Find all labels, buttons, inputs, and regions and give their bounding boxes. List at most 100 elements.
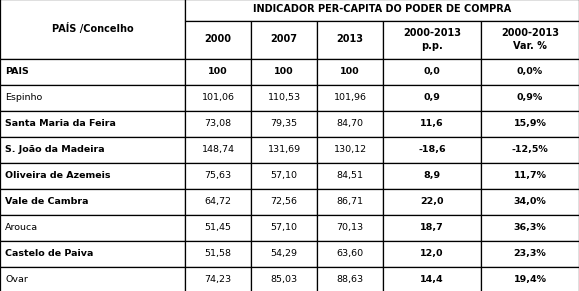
Bar	[481, 189, 579, 214]
Bar	[0, 214, 185, 240]
Text: S. João da Madeira: S. João da Madeira	[5, 145, 105, 154]
Bar	[481, 84, 579, 111]
Text: 23,3%: 23,3%	[514, 249, 547, 258]
Text: 100: 100	[274, 67, 294, 76]
Bar	[0, 84, 185, 111]
Text: 72,56: 72,56	[270, 197, 298, 206]
Text: 84,51: 84,51	[336, 171, 364, 180]
Text: Arouca: Arouca	[5, 223, 38, 232]
Text: Castelo de Paiva: Castelo de Paiva	[5, 249, 93, 258]
Bar	[185, 0, 579, 20]
Bar	[383, 58, 481, 84]
Bar	[481, 136, 579, 162]
Text: 131,69: 131,69	[267, 145, 301, 154]
Text: 34,0%: 34,0%	[514, 197, 547, 206]
Bar	[481, 162, 579, 189]
Bar	[185, 136, 251, 162]
Text: 84,70: 84,70	[336, 119, 364, 128]
Text: 63,60: 63,60	[336, 249, 364, 258]
Text: 101,96: 101,96	[334, 93, 367, 102]
Bar	[185, 189, 251, 214]
Bar	[383, 111, 481, 136]
Bar	[251, 267, 317, 291]
Bar	[383, 136, 481, 162]
Text: 12,0: 12,0	[420, 249, 444, 258]
Bar	[317, 267, 383, 291]
Text: 100: 100	[208, 67, 228, 76]
Text: 19,4%: 19,4%	[514, 275, 547, 284]
Text: 75,63: 75,63	[204, 171, 232, 180]
Bar	[251, 214, 317, 240]
Bar	[251, 84, 317, 111]
Text: INDICADOR PER-CAPITA DO PODER DE COMPRA: INDICADOR PER-CAPITA DO PODER DE COMPRA	[253, 4, 511, 15]
Text: 79,35: 79,35	[270, 119, 298, 128]
Bar	[317, 136, 383, 162]
Bar	[0, 136, 185, 162]
Text: 2000: 2000	[204, 35, 232, 45]
Bar	[185, 58, 251, 84]
Text: Oliveira de Azemeis: Oliveira de Azemeis	[5, 171, 111, 180]
Bar	[0, 189, 185, 214]
Text: 2000-2013
p.p.: 2000-2013 p.p.	[403, 28, 461, 51]
Bar	[317, 214, 383, 240]
Text: 51,45: 51,45	[204, 223, 232, 232]
Text: 101,06: 101,06	[201, 93, 234, 102]
Text: 0,9: 0,9	[424, 93, 441, 102]
Text: 0,0: 0,0	[424, 67, 441, 76]
Text: 85,03: 85,03	[270, 275, 298, 284]
Text: 130,12: 130,12	[334, 145, 367, 154]
Bar	[185, 111, 251, 136]
Text: PAIS: PAIS	[5, 67, 29, 76]
Bar	[185, 84, 251, 111]
Bar	[251, 189, 317, 214]
Bar	[185, 20, 251, 58]
Text: 64,72: 64,72	[204, 197, 232, 206]
Bar	[185, 240, 251, 267]
Text: Santa Maria da Feira: Santa Maria da Feira	[5, 119, 116, 128]
Bar	[383, 162, 481, 189]
Bar	[0, 111, 185, 136]
Bar	[383, 84, 481, 111]
Text: 57,10: 57,10	[270, 171, 298, 180]
Text: 11,6: 11,6	[420, 119, 444, 128]
Bar	[185, 214, 251, 240]
Bar	[317, 162, 383, 189]
Text: 0,0%: 0,0%	[517, 67, 543, 76]
Text: 36,3%: 36,3%	[514, 223, 547, 232]
Bar	[481, 240, 579, 267]
Bar	[481, 20, 579, 58]
Text: 2000-2013
Var. %: 2000-2013 Var. %	[501, 28, 559, 51]
Text: 110,53: 110,53	[267, 93, 301, 102]
Text: -18,6: -18,6	[418, 145, 446, 154]
Text: Ovar: Ovar	[5, 275, 28, 284]
Text: 0,9%: 0,9%	[517, 93, 543, 102]
Text: -12,5%: -12,5%	[512, 145, 548, 154]
Text: Vale de Cambra: Vale de Cambra	[5, 197, 89, 206]
Bar	[383, 189, 481, 214]
Text: 100: 100	[340, 67, 360, 76]
Text: 73,08: 73,08	[204, 119, 232, 128]
Text: 70,13: 70,13	[336, 223, 364, 232]
Bar	[481, 111, 579, 136]
Text: 18,7: 18,7	[420, 223, 444, 232]
Bar	[383, 267, 481, 291]
Text: 57,10: 57,10	[270, 223, 298, 232]
Text: 11,7%: 11,7%	[514, 171, 547, 180]
Bar	[251, 240, 317, 267]
Text: 8,9: 8,9	[423, 171, 441, 180]
Bar	[185, 162, 251, 189]
Text: 2007: 2007	[270, 35, 298, 45]
Bar	[317, 189, 383, 214]
Bar	[317, 58, 383, 84]
Bar	[185, 267, 251, 291]
Bar	[317, 20, 383, 58]
Bar	[0, 240, 185, 267]
Bar	[383, 20, 481, 58]
Bar	[317, 111, 383, 136]
Bar	[0, 0, 185, 58]
Bar	[0, 162, 185, 189]
Text: 88,63: 88,63	[336, 275, 364, 284]
Bar	[251, 20, 317, 58]
Text: Espinho: Espinho	[5, 93, 42, 102]
Text: 148,74: 148,74	[201, 145, 234, 154]
